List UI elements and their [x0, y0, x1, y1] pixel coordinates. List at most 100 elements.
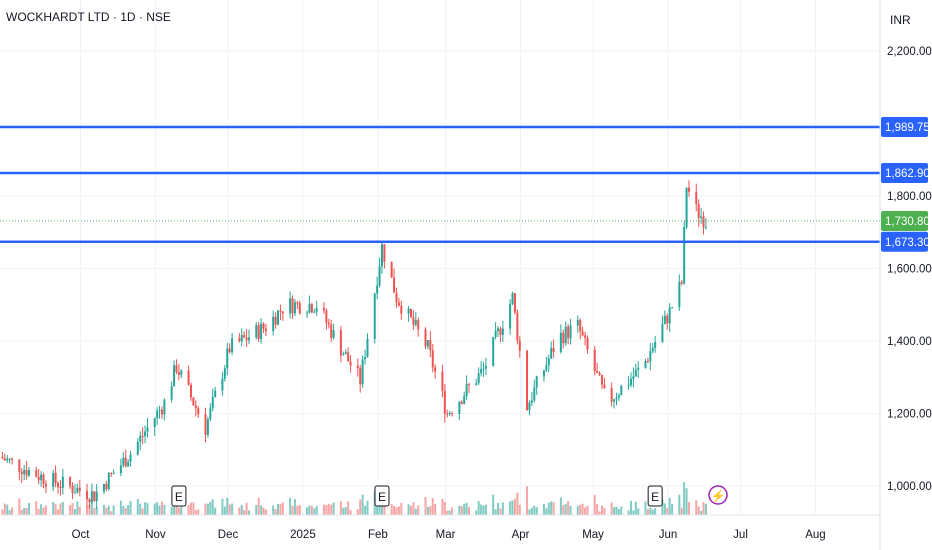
candle-body — [25, 469, 28, 476]
volume-bar — [73, 509, 76, 515]
candle-body — [359, 368, 362, 385]
volume-bar — [501, 502, 504, 515]
volume-bar — [139, 503, 142, 515]
time-tick-label: Aug — [805, 529, 825, 541]
event-markers[interactable]: E E E ⚡ — [171, 485, 728, 507]
volume-bar — [144, 502, 147, 515]
volume-bar — [88, 504, 91, 515]
price-axis[interactable]: 1,000.00 1,200.00 1,400.00 1,600.00 1,800.00… — [887, 46, 932, 493]
symbol-title[interactable]: WOCKHARDT LTD · 1D · NSE — [6, 10, 171, 24]
candle-body — [325, 310, 328, 323]
volume-bar — [610, 502, 613, 515]
candle-body — [678, 281, 681, 308]
volume-bar — [451, 507, 454, 515]
flash-icon-glyph: ⚡ — [711, 489, 726, 503]
time-tick-label: 2025 — [290, 529, 316, 541]
candle-body — [671, 307, 674, 309]
candle-body — [702, 216, 705, 228]
volume-bar — [180, 506, 183, 515]
volume-bar — [95, 507, 98, 515]
candle-body — [71, 485, 74, 493]
volume-bar — [530, 507, 533, 515]
candle-body — [153, 418, 156, 428]
earnings-badge[interactable] — [374, 485, 390, 507]
candle-body — [695, 191, 698, 204]
candle-body — [482, 368, 485, 370]
volume-bar — [600, 505, 603, 515]
volume-bar — [61, 501, 64, 515]
volume-bar — [18, 498, 21, 515]
candle-body — [407, 308, 410, 314]
candle-body — [293, 302, 296, 314]
volume-bar — [702, 502, 705, 515]
earnings-badge[interactable] — [647, 485, 663, 507]
volume-bar — [533, 505, 536, 515]
candle-body — [634, 369, 637, 377]
time-axis[interactable]: Oct Nov Dec 2025 Feb Mar Apr May Jun Jul Aug — [72, 529, 826, 541]
candle-body — [189, 384, 192, 398]
price-tags: 1,989.75 1,862.90 1,673.30 1,730.80 — [881, 117, 930, 252]
candle-body — [136, 441, 139, 455]
candle-body — [243, 335, 246, 338]
volume-bar — [617, 509, 620, 515]
volume-bar — [342, 507, 345, 515]
candle-body — [610, 388, 613, 402]
volume-bar — [552, 501, 555, 515]
candle-body — [499, 328, 502, 335]
candle-body — [400, 305, 403, 314]
candle-body — [262, 323, 265, 329]
volume-bar — [197, 509, 200, 515]
price-tick-label: 1,800.00 — [887, 191, 932, 203]
currency-label[interactable]: INR — [890, 13, 911, 27]
volume-bar — [306, 507, 309, 515]
last-price-tag — [881, 210, 928, 231]
flash-icon[interactable] — [708, 485, 728, 505]
horizontal-lines[interactable] — [0, 125, 880, 244]
hline-price-label: 1,989.75 — [885, 122, 930, 134]
candle-body — [511, 293, 514, 304]
volume-bar — [480, 504, 483, 515]
volume-bar — [397, 506, 400, 515]
candle-body — [526, 350, 529, 410]
candle-body — [644, 360, 647, 368]
candle-body — [105, 484, 108, 490]
volume-bar — [344, 507, 347, 515]
candle-body — [177, 372, 180, 375]
candle-body — [11, 458, 14, 460]
candle-body — [516, 312, 519, 341]
candle-body — [613, 399, 616, 402]
candle-body — [281, 311, 284, 314]
candle-body — [248, 337, 251, 341]
volume-bar — [20, 509, 23, 515]
volume-bar — [596, 504, 599, 515]
volume-bar — [255, 505, 258, 515]
volume-bar — [226, 497, 229, 515]
volume-bar — [8, 510, 11, 515]
volume-bar — [458, 505, 461, 515]
volume-bar — [124, 508, 127, 515]
volume-bar — [102, 504, 105, 515]
volume-bar — [468, 507, 471, 515]
volume-bar — [359, 499, 362, 515]
volume-bar — [651, 509, 654, 515]
volume-bar — [443, 501, 446, 515]
volume-bar — [429, 506, 432, 515]
candle-body — [127, 461, 130, 467]
earnings-badge[interactable] — [171, 485, 187, 507]
volume-bar — [238, 507, 241, 515]
candle-body — [146, 427, 149, 432]
candle-body — [44, 484, 47, 487]
candle-body — [567, 326, 570, 339]
candle-body — [378, 266, 381, 286]
candle-body — [550, 347, 553, 359]
candle-body — [73, 492, 76, 494]
candle-body — [231, 338, 234, 353]
candle-body — [347, 352, 350, 362]
candle-body — [221, 378, 224, 391]
volume-bar — [90, 500, 93, 515]
candle-body — [513, 293, 516, 313]
candle-body — [187, 370, 190, 385]
candle-body — [465, 384, 468, 397]
volume-bar — [477, 501, 480, 515]
